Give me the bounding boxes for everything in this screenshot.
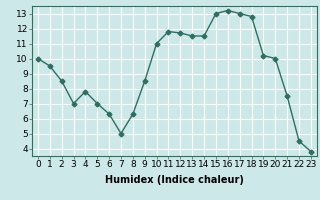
X-axis label: Humidex (Indice chaleur): Humidex (Indice chaleur) — [105, 175, 244, 185]
